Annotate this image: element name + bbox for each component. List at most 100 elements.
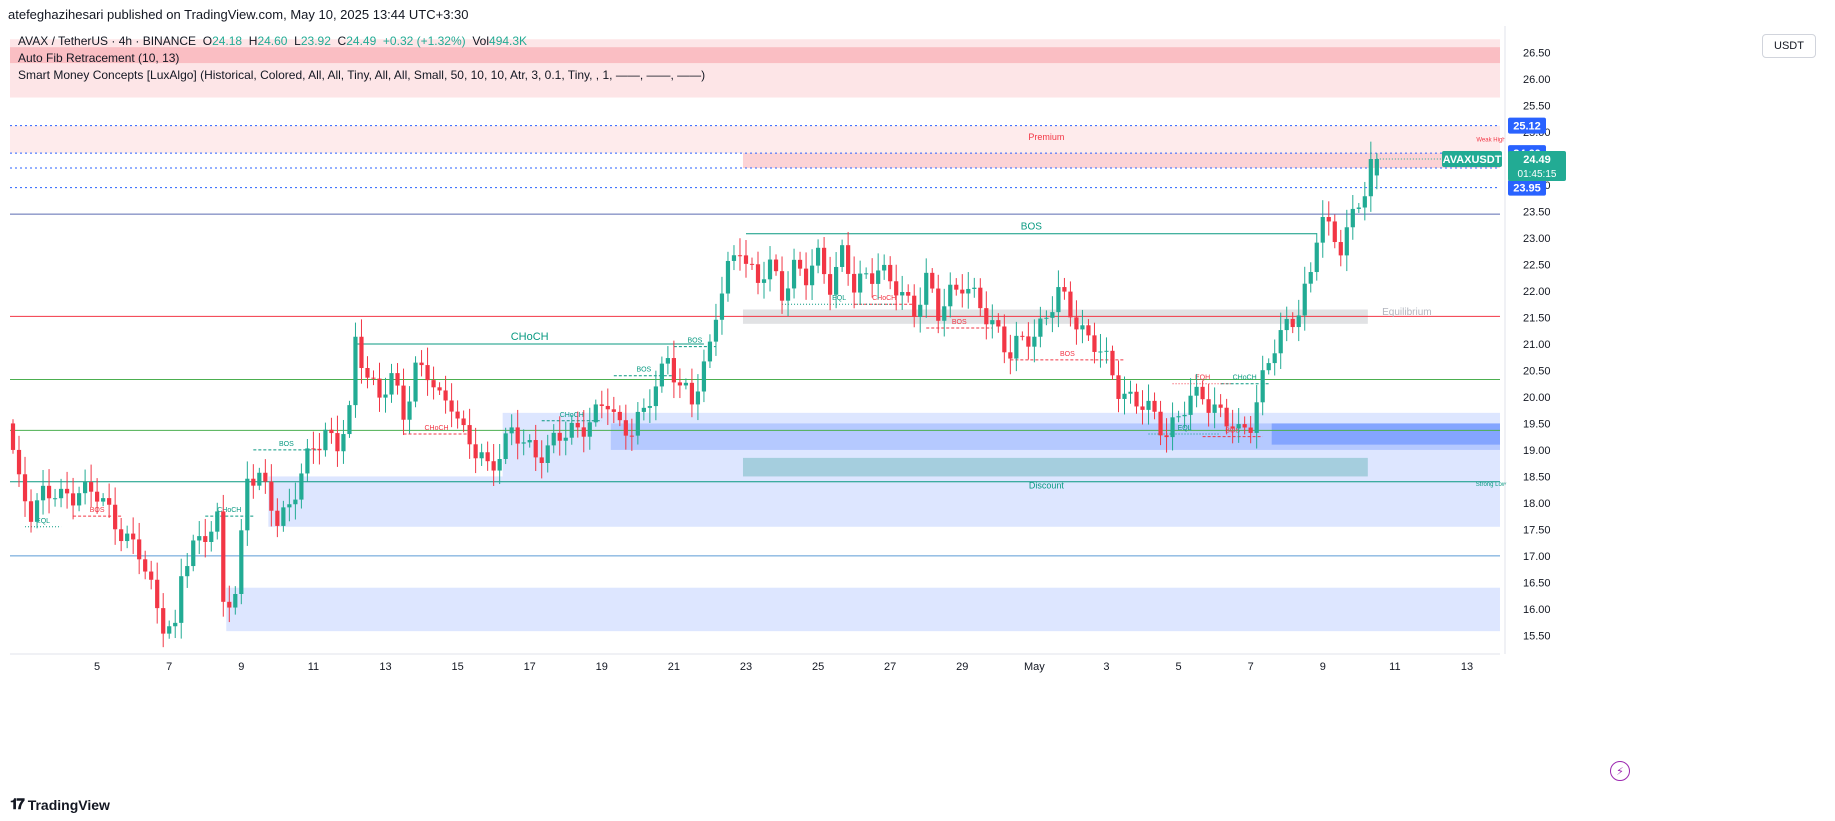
- zone-supply-strong: [10, 47, 1500, 64]
- candle-body: [1326, 217, 1331, 222]
- structure-label-choch: CHoCH: [1233, 375, 1257, 382]
- x-tick-label: 7: [166, 661, 172, 673]
- x-tick-label: 11: [1389, 661, 1400, 673]
- structure-label-bos: BOS: [636, 367, 651, 374]
- price-label-badge: [1508, 179, 1546, 196]
- x-tick-label: 17: [524, 661, 536, 673]
- candle-body: [809, 265, 815, 286]
- candle-body: [515, 427, 520, 444]
- fib-indicator-legend[interactable]: Auto Fib Retracement (10, 13): [18, 51, 180, 65]
- candle-body: [107, 498, 112, 505]
- candle-body: [191, 540, 196, 567]
- candle-body: [227, 601, 232, 608]
- x-tick-label: 19: [596, 661, 608, 673]
- zone-label: Weak High: [1476, 138, 1505, 144]
- candle-body: [70, 493, 76, 506]
- volume-label: Vol: [472, 34, 490, 48]
- smc-indicator-legend[interactable]: Smart Money Concepts [LuxAlgo] (Historic…: [18, 68, 706, 82]
- zone-premium: [10, 125, 1500, 154]
- candle-body: [401, 385, 406, 420]
- symbol-badge-text: AVAXUSDT: [1443, 154, 1502, 166]
- candle-body: [353, 336, 358, 406]
- candle-body: [317, 448, 322, 451]
- candle-body: [888, 264, 893, 282]
- candle-body: [173, 622, 178, 627]
- candle-body: [948, 284, 953, 307]
- candle-body: [335, 433, 340, 452]
- candle-body: [575, 422, 580, 428]
- candle-body: [659, 363, 664, 387]
- y-tick-label: 17.00: [1523, 551, 1551, 563]
- candle-body: [413, 362, 418, 402]
- candle-body: [185, 566, 190, 577]
- candle-body: [581, 427, 586, 437]
- candle-body: [1020, 335, 1025, 337]
- candle-body: [1344, 227, 1349, 256]
- publisher-caption: atefeghazihesari published on TradingVie…: [8, 7, 469, 22]
- candle-body: [1314, 242, 1319, 273]
- candle-body: [1266, 363, 1271, 371]
- candle-body: [846, 245, 851, 274]
- candle-body: [1212, 404, 1217, 413]
- candle-body: [1218, 404, 1223, 408]
- structure-label-eql: EQL: [36, 518, 50, 525]
- candle-body: [161, 608, 166, 634]
- x-tick-label: 9: [238, 661, 244, 673]
- candle-body: [1248, 427, 1253, 433]
- close-value: 24.49: [346, 34, 377, 48]
- candle-body: [1050, 312, 1055, 318]
- structure-label-choch: CHoCH: [511, 331, 549, 343]
- candle-body: [221, 511, 226, 602]
- symbol-legend[interactable]: AVAX / TetherUS · 4h · BINANCE O24.18 H2…: [18, 34, 527, 48]
- candle-body: [996, 320, 1001, 327]
- chart-area[interactable]: CHoCH BOS BOS CHoCH BOS BOS CHoCH CHoCH BOS CHoCH…: [10, 26, 1760, 786]
- candle-body: [281, 507, 286, 526]
- candle-body: [269, 481, 274, 511]
- candle-body: [713, 319, 719, 342]
- symbol-name[interactable]: AVAX / TetherUS · 4h · BINANCE: [18, 34, 197, 48]
- price-chart[interactable]: CHoCH BOS BOS CHoCH BOS BOS CHoCH CHoCH BOS CHoCH…: [10, 26, 1760, 786]
- candle-body: [942, 306, 947, 321]
- x-tick-label: 21: [668, 661, 680, 673]
- candle-body: [34, 500, 40, 522]
- y-tick-label: 22.50: [1523, 259, 1551, 271]
- candle-body: [1170, 417, 1175, 438]
- symbol-badge: [1442, 151, 1502, 168]
- candle-body: [233, 593, 238, 608]
- candle-body: [1104, 350, 1109, 352]
- candle-body: [761, 279, 767, 283]
- candle-body: [1134, 391, 1139, 407]
- candle-body: [1086, 325, 1091, 336]
- structure-label-bos: BOS: [1060, 351, 1075, 358]
- candle-body: [665, 358, 670, 364]
- candle-body: [113, 504, 118, 530]
- candle-body: [143, 559, 148, 572]
- candle-body: [46, 485, 52, 499]
- structure-label-eqh: EQH: [1195, 375, 1210, 382]
- tradingview-logo[interactable]: 𝟏𝟕 TradingView: [10, 796, 110, 813]
- x-tick-label: 29: [956, 661, 968, 673]
- candle-body: [1002, 326, 1007, 353]
- structure-label-bos: BOS: [952, 319, 967, 326]
- candle-body: [419, 362, 424, 366]
- y-tick-label: 16.00: [1523, 604, 1551, 616]
- candle-body: [551, 432, 556, 446]
- candle-body: [467, 425, 472, 445]
- candle-body: [936, 288, 941, 321]
- candle-body: [1014, 335, 1019, 359]
- candle-body: [990, 320, 995, 325]
- candle-body: [617, 411, 622, 421]
- candle-body: [725, 260, 731, 294]
- currency-selector[interactable]: USDT: [1762, 34, 1816, 58]
- lightning-icon[interactable]: ⚡: [1610, 761, 1630, 781]
- candle-body: [1062, 287, 1067, 292]
- structure-label-bos: BOS: [688, 338, 703, 345]
- candle-body: [1188, 395, 1193, 415]
- candle-body: [587, 422, 592, 437]
- y-tick-label: 20.00: [1523, 392, 1551, 404]
- open-value: 24.18: [212, 34, 243, 48]
- candle-body: [503, 433, 508, 459]
- candle-body: [815, 247, 821, 266]
- candle-body: [58, 488, 64, 499]
- candle-body: [40, 485, 46, 501]
